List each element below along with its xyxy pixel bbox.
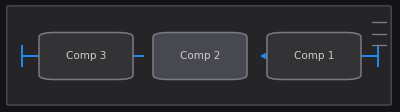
- FancyBboxPatch shape: [39, 32, 133, 80]
- FancyBboxPatch shape: [267, 32, 361, 80]
- FancyBboxPatch shape: [7, 6, 391, 105]
- FancyBboxPatch shape: [153, 32, 247, 80]
- Text: Comp 3: Comp 3: [66, 51, 106, 61]
- Text: Comp 2: Comp 2: [180, 51, 220, 61]
- Text: Comp 1: Comp 1: [294, 51, 334, 61]
